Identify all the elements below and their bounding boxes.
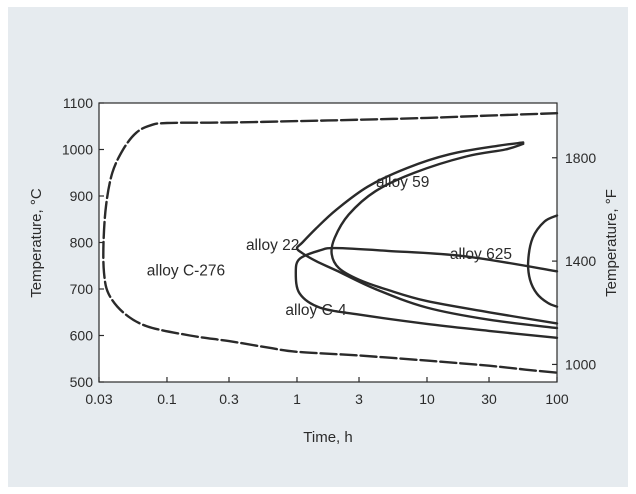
y-tick-label-2: 600 — [70, 328, 94, 344]
x-tick-label-1: 0.03 — [85, 391, 112, 407]
x-tick-label-4: 1 — [293, 391, 301, 407]
y2-axis-title: Temperature, °F — [603, 189, 620, 297]
chart-svg: 0.03 0.1 0.3 1 3 10 30 100 500 600 700 800 900 1000 11… — [28, 95, 620, 446]
series-label-1: alloy 59 — [376, 174, 429, 191]
y-tick-label-7: 1100 — [63, 95, 93, 111]
y-tick-label-6: 1000 — [62, 142, 93, 158]
series-label-2: alloy 22 — [246, 237, 299, 254]
x-axis-title: Time, h — [303, 429, 352, 446]
y-tick-label-4: 800 — [70, 235, 94, 251]
series-label-3: alloy 625 — [450, 246, 512, 263]
y-axis-title: Temperature, °C — [28, 188, 45, 298]
y-tick-label-1: 500 — [70, 374, 94, 390]
x-tick-label-3: 0.3 — [219, 391, 239, 407]
series-curves — [102, 112, 559, 374]
y2-tick-label-3: 1800 — [565, 150, 596, 166]
series-line-3 — [295, 141, 559, 330]
series-line-1 — [102, 112, 559, 374]
series-label-5: alloy C-4 — [285, 302, 347, 319]
x-tick-label-8: 100 — [545, 391, 569, 407]
x-tick-label-2: 0.1 — [157, 391, 177, 407]
x-tick-label-5: 3 — [355, 391, 363, 407]
series-labels: alloy 59 alloy 22 alloy 625 alloy C-276 allo… — [147, 174, 512, 319]
y2-tick-label-1: 1000 — [565, 356, 596, 372]
x-tick-label-7: 30 — [481, 391, 497, 407]
plot-area-frame — [98, 102, 558, 383]
series-label-4: alloy C-276 — [147, 262, 225, 279]
y-tick-label-5: 900 — [70, 188, 94, 204]
axis-tick-labels: 0.03 0.1 0.3 1 3 10 30 100 500 600 700 800 900 1000 11… — [62, 95, 597, 407]
figure-panel: 0.03 0.1 0.3 1 3 10 30 100 500 600 700 800 900 1000 11… — [8, 7, 628, 487]
series-line-5 — [526, 214, 559, 308]
y-tick-label-3: 700 — [70, 281, 94, 297]
axis-ticks — [98, 102, 558, 383]
y2-tick-label-2: 1400 — [565, 253, 596, 269]
series-line-4 — [294, 246, 559, 339]
x-tick-label-6: 10 — [419, 391, 435, 407]
